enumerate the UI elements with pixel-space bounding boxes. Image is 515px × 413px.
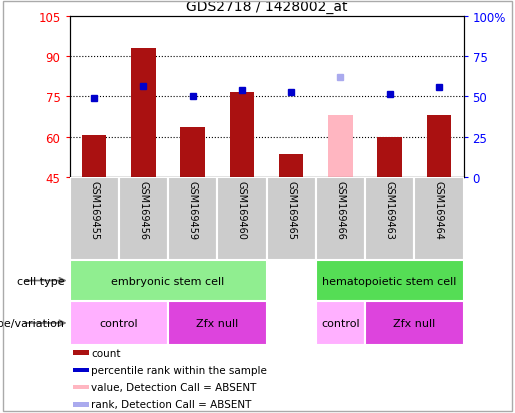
Bar (316, 260, 464, 301)
Bar (230, 93, 254, 178)
Bar (365, 301, 464, 345)
Bar (328, 116, 353, 178)
Text: control: control (99, 318, 138, 328)
Bar (74, 351, 89, 356)
Bar (180, 128, 205, 178)
Text: control: control (321, 318, 359, 328)
Bar (267, 178, 316, 260)
Bar (279, 155, 303, 178)
Text: hematopoietic stem cell: hematopoietic stem cell (322, 276, 457, 286)
Bar (70, 301, 168, 345)
Text: GSM169459: GSM169459 (187, 180, 198, 239)
Text: GSM169463: GSM169463 (385, 180, 394, 239)
Bar (168, 301, 267, 345)
Text: percentile rank within the sample: percentile rank within the sample (91, 365, 267, 375)
Text: Zfx null: Zfx null (393, 318, 435, 328)
Title: GDS2718 / 1428002_at: GDS2718 / 1428002_at (186, 0, 347, 14)
Text: count: count (91, 348, 121, 358)
Bar (414, 178, 464, 260)
Bar (168, 178, 217, 260)
Text: genotype/variation: genotype/variation (0, 318, 64, 328)
Bar (70, 260, 267, 301)
Bar (426, 116, 451, 178)
Bar (365, 178, 414, 260)
Bar (74, 368, 89, 373)
Bar (377, 137, 402, 178)
Bar (316, 178, 365, 260)
Bar (74, 402, 89, 406)
Bar (217, 178, 267, 260)
Text: embryonic stem cell: embryonic stem cell (111, 276, 225, 286)
Text: GSM169465: GSM169465 (286, 180, 296, 239)
Text: GSM169460: GSM169460 (237, 180, 247, 239)
Bar (74, 385, 89, 389)
Text: rank, Detection Call = ABSENT: rank, Detection Call = ABSENT (91, 399, 252, 409)
Bar (131, 49, 156, 178)
Bar (70, 178, 119, 260)
Bar (119, 178, 168, 260)
Bar (82, 136, 107, 178)
Text: Zfx null: Zfx null (196, 318, 238, 328)
Text: GSM169464: GSM169464 (434, 180, 444, 239)
Text: value, Detection Call = ABSENT: value, Detection Call = ABSENT (91, 382, 257, 392)
Text: cell type: cell type (17, 276, 64, 286)
Bar (316, 301, 365, 345)
Text: GSM169455: GSM169455 (89, 180, 99, 239)
Text: GSM169456: GSM169456 (139, 180, 148, 239)
Text: GSM169466: GSM169466 (335, 180, 346, 239)
